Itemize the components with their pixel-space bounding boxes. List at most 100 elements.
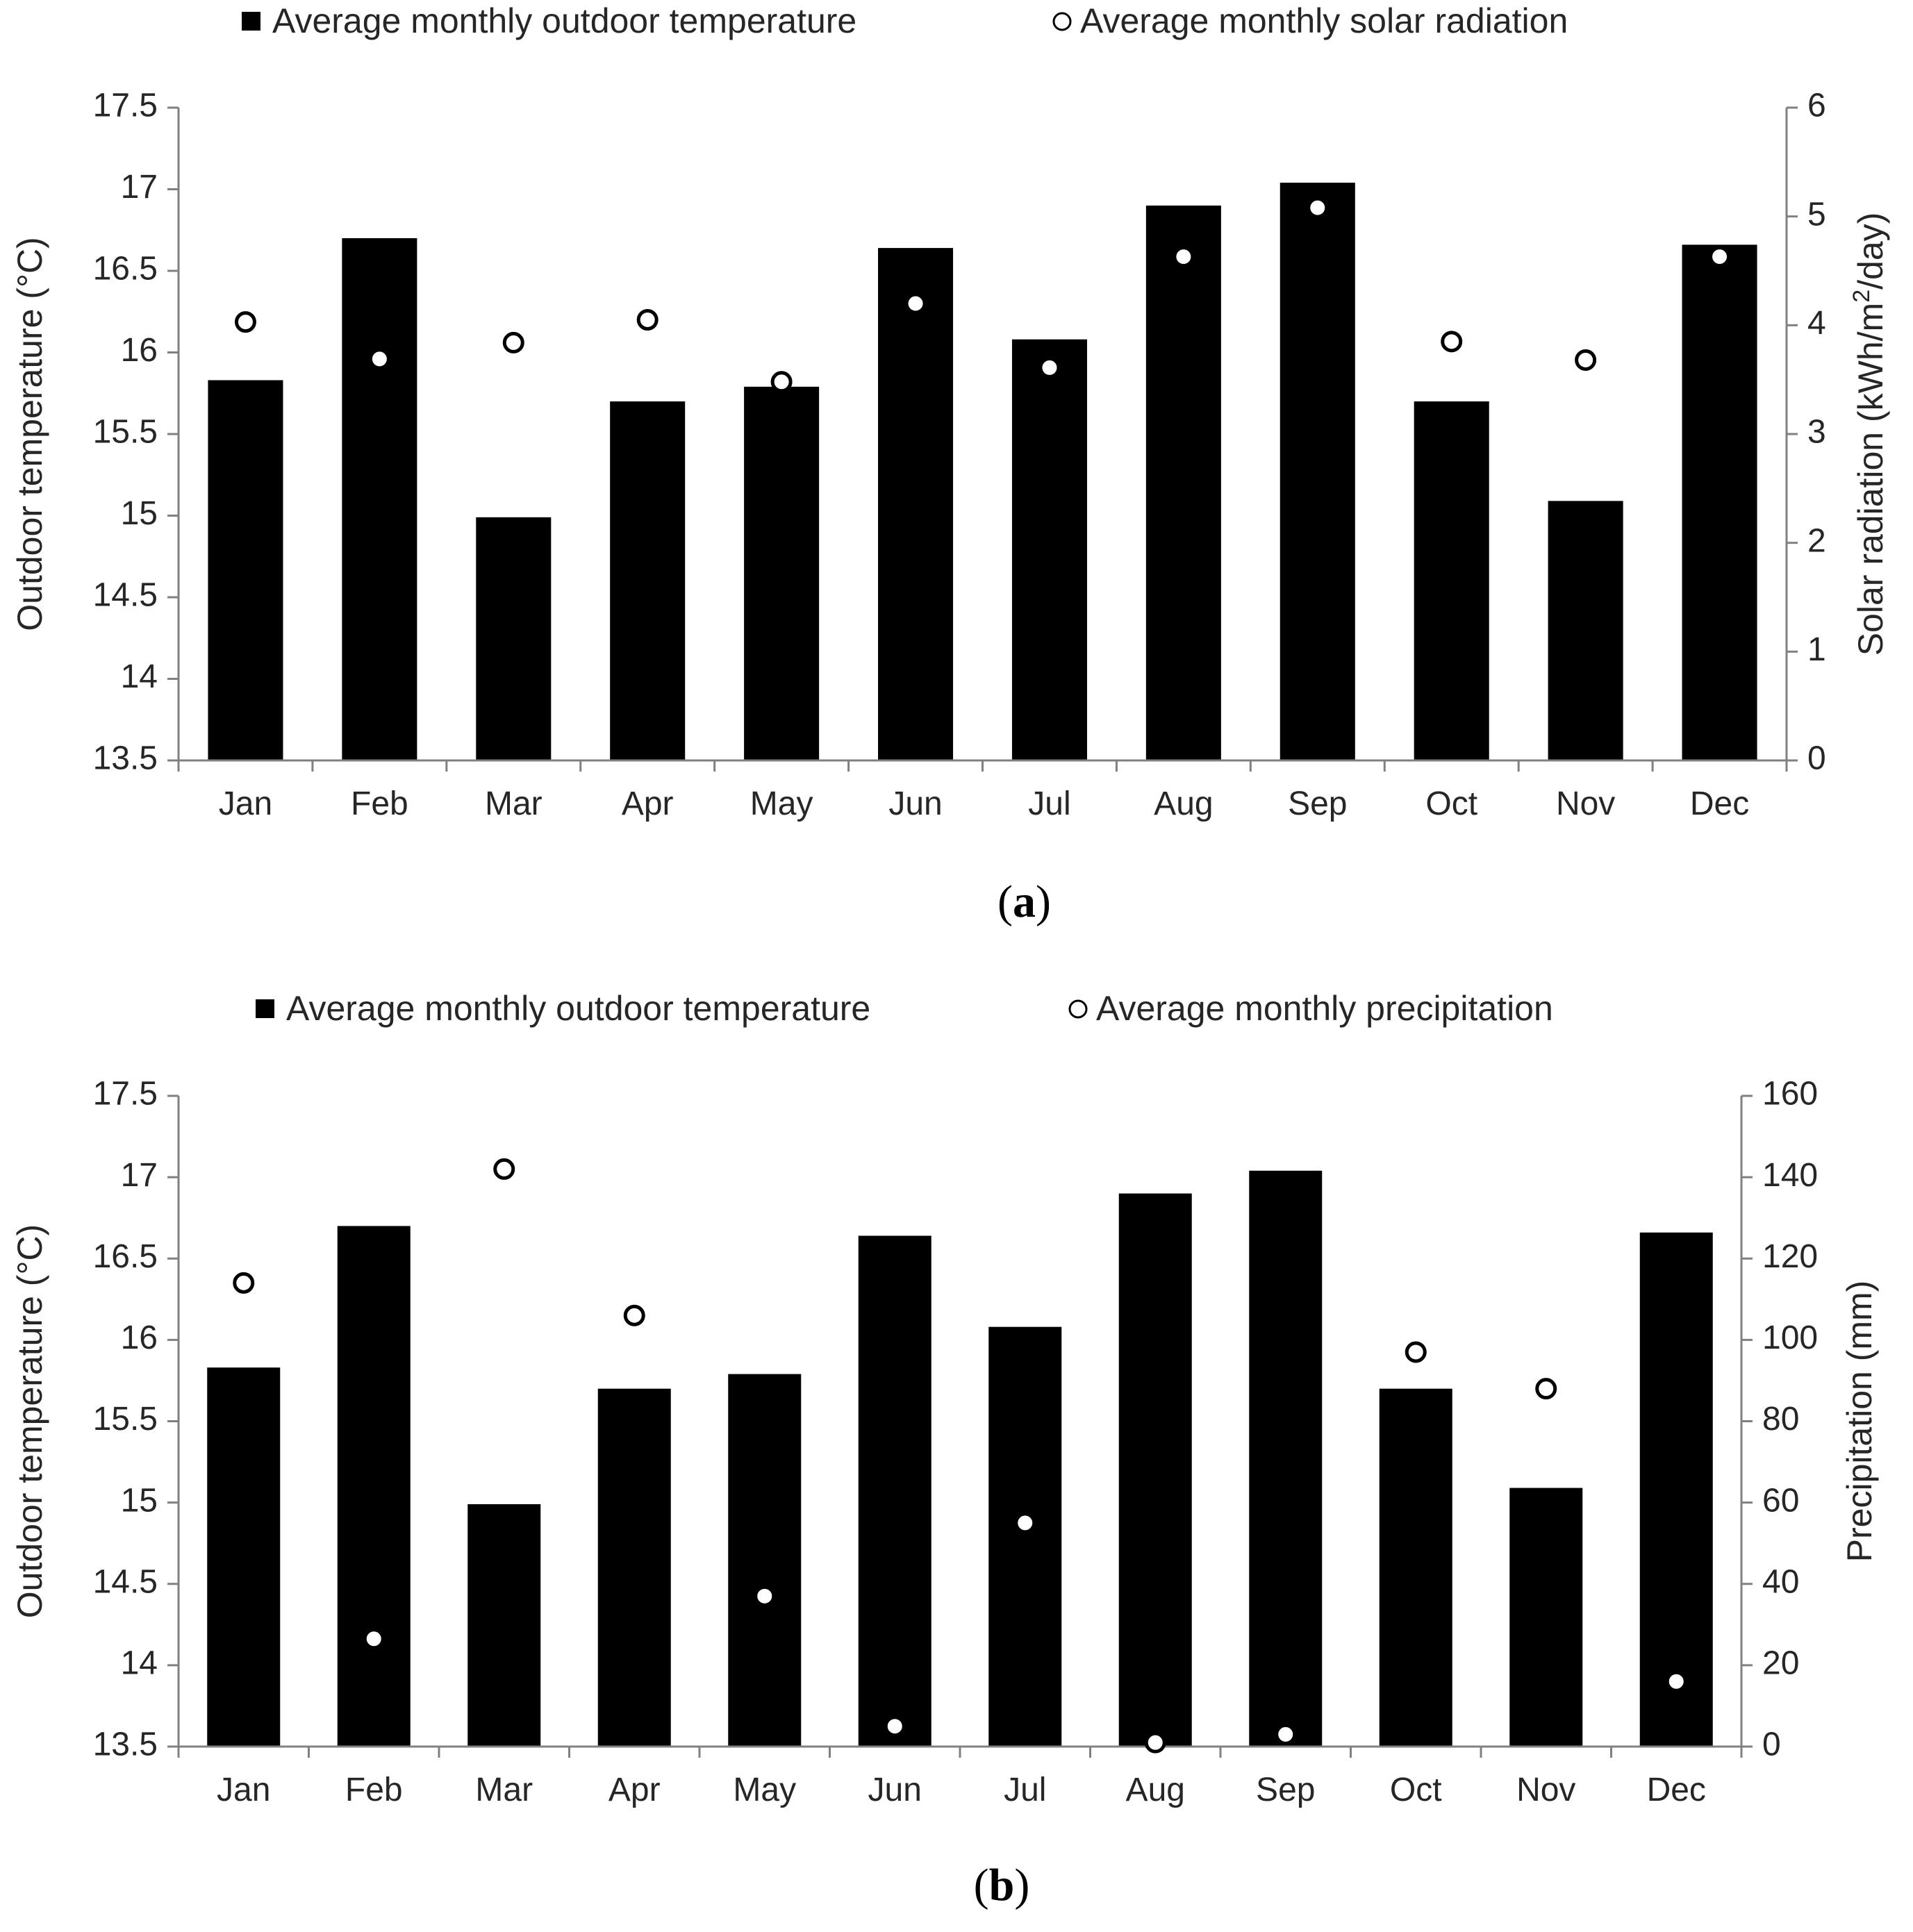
marker-apr xyxy=(636,309,659,331)
marker-jul xyxy=(1038,356,1061,378)
bar-jun xyxy=(858,1235,931,1747)
y2-tick-label: 3 xyxy=(1807,414,1826,451)
y-tick-label: 14.5 xyxy=(93,1563,158,1600)
bar-mar xyxy=(467,1504,541,1747)
marker-aug xyxy=(1144,1731,1166,1754)
marker-jan xyxy=(233,1272,255,1294)
legend-label-temperature: Average monthly outdoor temperature xyxy=(272,1,856,40)
y-tick-label: 17.5 xyxy=(93,1076,158,1113)
bar-mar xyxy=(476,517,552,760)
x-tick-label: Mar xyxy=(485,785,543,822)
legend-label-solar-radiation: Average monthly solar radiation xyxy=(1080,1,1568,40)
y-tick-label: 16.5 xyxy=(93,1238,158,1275)
y2-tick-label: 80 xyxy=(1762,1401,1799,1438)
chart-panel-b: Average monthly outdoor temperature Avera… xyxy=(10,989,1879,1910)
x-tick-label: Dec xyxy=(1647,1772,1706,1808)
x-tick-label: Jul xyxy=(1004,1772,1046,1808)
x-tick-label: Mar xyxy=(475,1772,533,1808)
y-tick-label: 13.5 xyxy=(93,740,158,777)
y-tick-label: 14.5 xyxy=(93,577,158,614)
marker-may xyxy=(770,371,793,393)
bar-aug xyxy=(1145,206,1221,760)
panel-label: (b) xyxy=(974,1860,1030,1910)
x-tick-label: Feb xyxy=(351,785,408,822)
y-tick-label: 17.5 xyxy=(93,88,158,124)
x-tick-label: Dec xyxy=(1690,785,1749,822)
x-tick-label: Feb xyxy=(345,1772,403,1808)
x-tick-label: Jan xyxy=(217,1772,270,1808)
x-tick-label: Jun xyxy=(888,785,942,822)
y2-tick-label: 100 xyxy=(1762,1319,1818,1356)
marker-may xyxy=(754,1585,776,1607)
bar-feb xyxy=(337,1226,411,1747)
marker-sep xyxy=(1275,1723,1297,1745)
marker-jun xyxy=(904,292,927,315)
legend-marker-swatch xyxy=(1068,999,1088,1019)
bar-nov xyxy=(1509,1488,1583,1747)
x-tick-label: Oct xyxy=(1425,785,1477,822)
y-tick-label: 16.5 xyxy=(93,251,158,288)
bar-sep xyxy=(1249,1170,1323,1747)
legend-label-precipitation: Average monthly precipitation xyxy=(1096,989,1553,1028)
marker-mar xyxy=(502,331,524,353)
y-tick-label: 13.5 xyxy=(93,1726,158,1763)
marker-dec xyxy=(1665,1670,1687,1692)
bar-feb xyxy=(342,238,417,760)
legend-label-temperature: Average monthly outdoor temperature xyxy=(286,989,870,1028)
x-tick-label: Nov xyxy=(1516,1772,1575,1808)
bar-nov xyxy=(1548,501,1623,760)
marker-oct xyxy=(1405,1341,1427,1363)
marker-jan xyxy=(234,311,256,333)
y2-tick-label: 4 xyxy=(1807,305,1826,342)
bar-dec xyxy=(1682,244,1757,760)
x-tick-label: Jul xyxy=(1028,785,1070,822)
bar-apr xyxy=(597,1388,671,1747)
bar-jul xyxy=(1011,339,1087,760)
y2-tick-label: 120 xyxy=(1762,1238,1818,1275)
marker-jul xyxy=(1014,1512,1036,1534)
legend-bar-swatch xyxy=(242,12,260,31)
x-tick-label: Apr xyxy=(608,1772,661,1808)
y-tick-label: 14 xyxy=(121,658,158,695)
x-tick-label: Jun xyxy=(868,1772,922,1808)
x-tick-label: Oct xyxy=(1390,1772,1442,1808)
bar-jul xyxy=(988,1326,1062,1747)
bar-apr xyxy=(610,401,686,760)
marker-apr xyxy=(623,1304,645,1326)
marker-feb xyxy=(363,1628,385,1650)
bar-may xyxy=(744,386,820,760)
x-tick-label: Aug xyxy=(1154,785,1213,822)
y-tick-label: 17 xyxy=(121,1157,158,1194)
bar-may xyxy=(728,1374,802,1747)
y2-tick-label: 6 xyxy=(1807,88,1826,124)
x-tick-label: Sep xyxy=(1256,1772,1315,1808)
x-tick-label: May xyxy=(733,1772,796,1808)
x-tick-label: Aug xyxy=(1126,1772,1185,1808)
legend-marker-swatch xyxy=(1052,12,1072,31)
marker-nov xyxy=(1535,1378,1557,1400)
x-tick-label: Sep xyxy=(1288,785,1347,822)
y2-tick-label: 5 xyxy=(1807,196,1826,233)
bar-jan xyxy=(207,1367,281,1747)
y2-tick-label: 2 xyxy=(1807,522,1826,559)
bar-sep xyxy=(1280,183,1355,761)
x-tick-label: May xyxy=(750,785,813,822)
y-tick-label: 15 xyxy=(121,495,158,532)
y2-axis-title: Precipitation (mm) xyxy=(1840,1281,1879,1563)
x-tick-label: Apr xyxy=(622,785,674,822)
chart-panel-a: Average monthly outdoor temperature Avera… xyxy=(10,1,1890,927)
marker-sep xyxy=(1307,197,1329,219)
bar-jun xyxy=(878,248,954,761)
y-tick-label: 15.5 xyxy=(93,1401,158,1438)
y2-tick-label: 140 xyxy=(1762,1157,1818,1194)
marker-feb xyxy=(368,348,390,370)
y-tick-label: 15 xyxy=(121,1482,158,1519)
marker-mar xyxy=(493,1158,515,1180)
bar-oct xyxy=(1414,401,1489,760)
y2-tick-label: 160 xyxy=(1762,1076,1818,1113)
y-tick-label: 15.5 xyxy=(93,414,158,451)
marker-oct xyxy=(1441,331,1463,353)
y2-tick-label: 0 xyxy=(1807,740,1826,777)
y-tick-label: 14 xyxy=(121,1645,158,1682)
x-tick-label: Nov xyxy=(1556,785,1615,822)
